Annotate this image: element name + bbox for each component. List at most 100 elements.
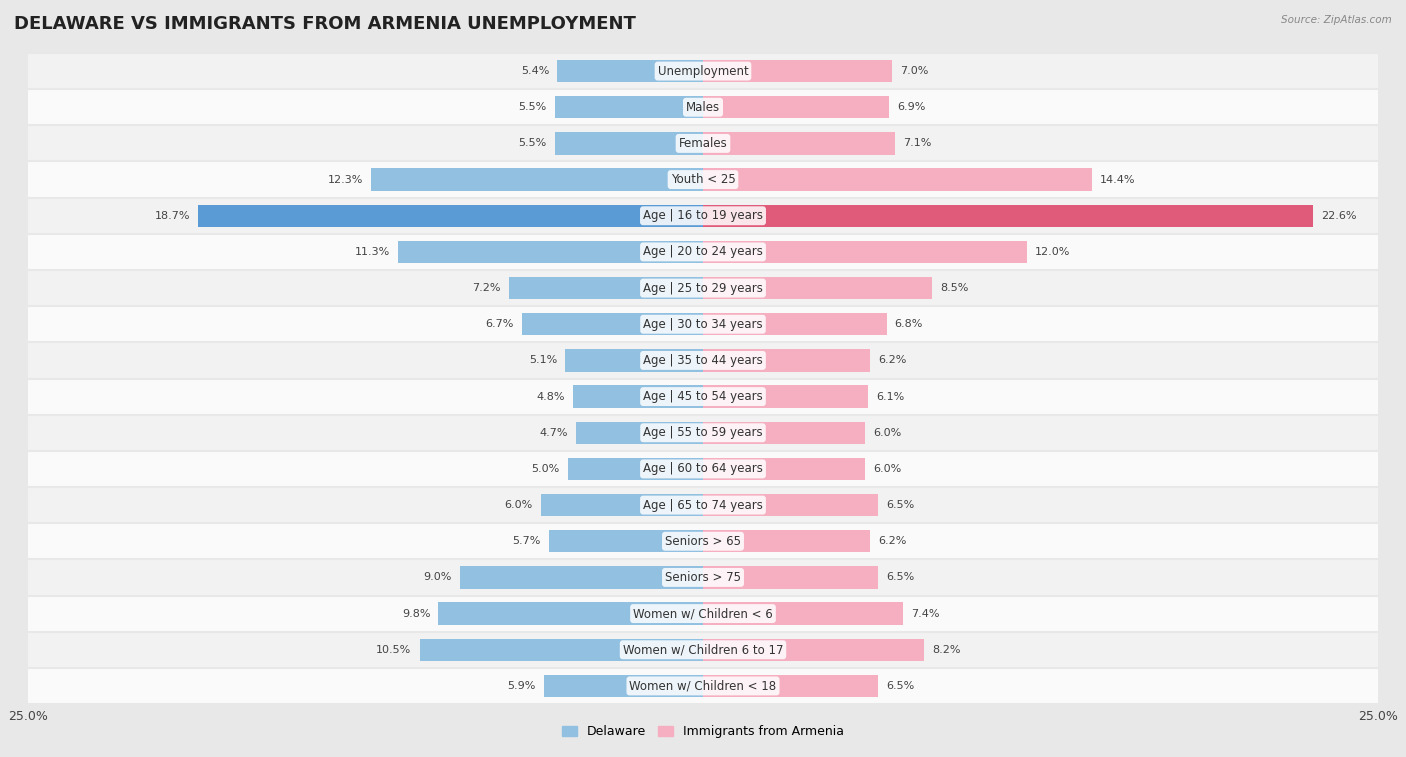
Bar [28,161,1378,198]
Bar [554,96,703,118]
Text: 7.0%: 7.0% [900,66,928,76]
Bar [703,313,887,335]
Text: 5.9%: 5.9% [508,681,536,691]
Bar [398,241,703,263]
Bar [703,168,1091,191]
Bar [28,126,1378,161]
Text: Unemployment: Unemployment [658,64,748,77]
Text: 5.0%: 5.0% [531,464,560,474]
Text: Age | 45 to 54 years: Age | 45 to 54 years [643,390,763,403]
Text: 7.1%: 7.1% [903,139,931,148]
Bar [703,566,879,589]
Bar [541,494,703,516]
Bar [703,603,903,625]
Text: DELAWARE VS IMMIGRANTS FROM ARMENIA UNEMPLOYMENT: DELAWARE VS IMMIGRANTS FROM ARMENIA UNEM… [14,15,636,33]
Text: 18.7%: 18.7% [155,210,190,221]
Bar [703,204,1313,227]
Text: 4.7%: 4.7% [540,428,568,438]
Bar [703,60,891,83]
Bar [28,198,1378,234]
Text: 7.2%: 7.2% [472,283,501,293]
Text: 5.4%: 5.4% [520,66,550,76]
Bar [28,631,1378,668]
Text: 6.2%: 6.2% [879,536,907,547]
Bar [28,53,1378,89]
Text: 8.5%: 8.5% [941,283,969,293]
Text: 5.1%: 5.1% [529,356,557,366]
Bar [28,596,1378,631]
Text: Women w/ Children < 6: Women w/ Children < 6 [633,607,773,620]
Bar [703,422,865,444]
Text: 6.8%: 6.8% [894,319,924,329]
Bar [28,523,1378,559]
Bar [703,241,1026,263]
Bar [28,668,1378,704]
Bar [28,234,1378,270]
Bar [550,530,703,553]
Bar [703,385,868,408]
Bar [557,60,703,83]
Bar [28,270,1378,306]
Text: Source: ZipAtlas.com: Source: ZipAtlas.com [1281,15,1392,25]
Text: Age | 55 to 59 years: Age | 55 to 59 years [643,426,763,439]
Bar [28,89,1378,126]
Bar [703,132,894,154]
Text: Age | 60 to 64 years: Age | 60 to 64 years [643,463,763,475]
Text: Seniors > 65: Seniors > 65 [665,534,741,548]
Text: Seniors > 75: Seniors > 75 [665,571,741,584]
Bar [703,277,932,299]
Bar [28,378,1378,415]
Text: Age | 35 to 44 years: Age | 35 to 44 years [643,354,763,367]
Bar [703,674,879,697]
Text: 5.7%: 5.7% [513,536,541,547]
Bar [703,349,870,372]
Bar [28,451,1378,487]
Text: 12.0%: 12.0% [1035,247,1070,257]
Bar [565,349,703,372]
Text: 10.5%: 10.5% [377,645,412,655]
Text: 6.0%: 6.0% [873,428,901,438]
Text: 11.3%: 11.3% [354,247,389,257]
Text: 12.3%: 12.3% [328,175,363,185]
Text: 6.2%: 6.2% [879,356,907,366]
Bar [574,385,703,408]
Text: Age | 20 to 24 years: Age | 20 to 24 years [643,245,763,258]
Text: 9.0%: 9.0% [423,572,451,582]
Bar [28,415,1378,451]
Text: 14.4%: 14.4% [1099,175,1135,185]
Bar [439,603,703,625]
Text: Age | 65 to 74 years: Age | 65 to 74 years [643,499,763,512]
Bar [703,530,870,553]
Legend: Delaware, Immigrants from Armenia: Delaware, Immigrants from Armenia [557,721,849,743]
Text: 6.0%: 6.0% [873,464,901,474]
Text: 6.5%: 6.5% [887,681,915,691]
Text: 9.8%: 9.8% [402,609,430,618]
Text: Age | 30 to 34 years: Age | 30 to 34 years [643,318,763,331]
Text: 6.5%: 6.5% [887,572,915,582]
Bar [554,132,703,154]
Bar [703,458,865,480]
Text: 6.5%: 6.5% [887,500,915,510]
Bar [28,487,1378,523]
Bar [28,342,1378,378]
Text: 6.9%: 6.9% [897,102,925,112]
Bar [568,458,703,480]
Text: Males: Males [686,101,720,114]
Text: 5.5%: 5.5% [519,102,547,112]
Text: Youth < 25: Youth < 25 [671,173,735,186]
Text: Age | 16 to 19 years: Age | 16 to 19 years [643,209,763,223]
Text: 6.7%: 6.7% [485,319,515,329]
Text: Females: Females [679,137,727,150]
Bar [703,494,879,516]
Bar [509,277,703,299]
Text: 6.1%: 6.1% [876,391,904,401]
Text: 5.5%: 5.5% [519,139,547,148]
Bar [703,639,924,661]
Text: Women w/ Children 6 to 17: Women w/ Children 6 to 17 [623,643,783,656]
Bar [522,313,703,335]
Bar [419,639,703,661]
Text: 8.2%: 8.2% [932,645,960,655]
Bar [576,422,703,444]
Bar [371,168,703,191]
Bar [28,559,1378,596]
